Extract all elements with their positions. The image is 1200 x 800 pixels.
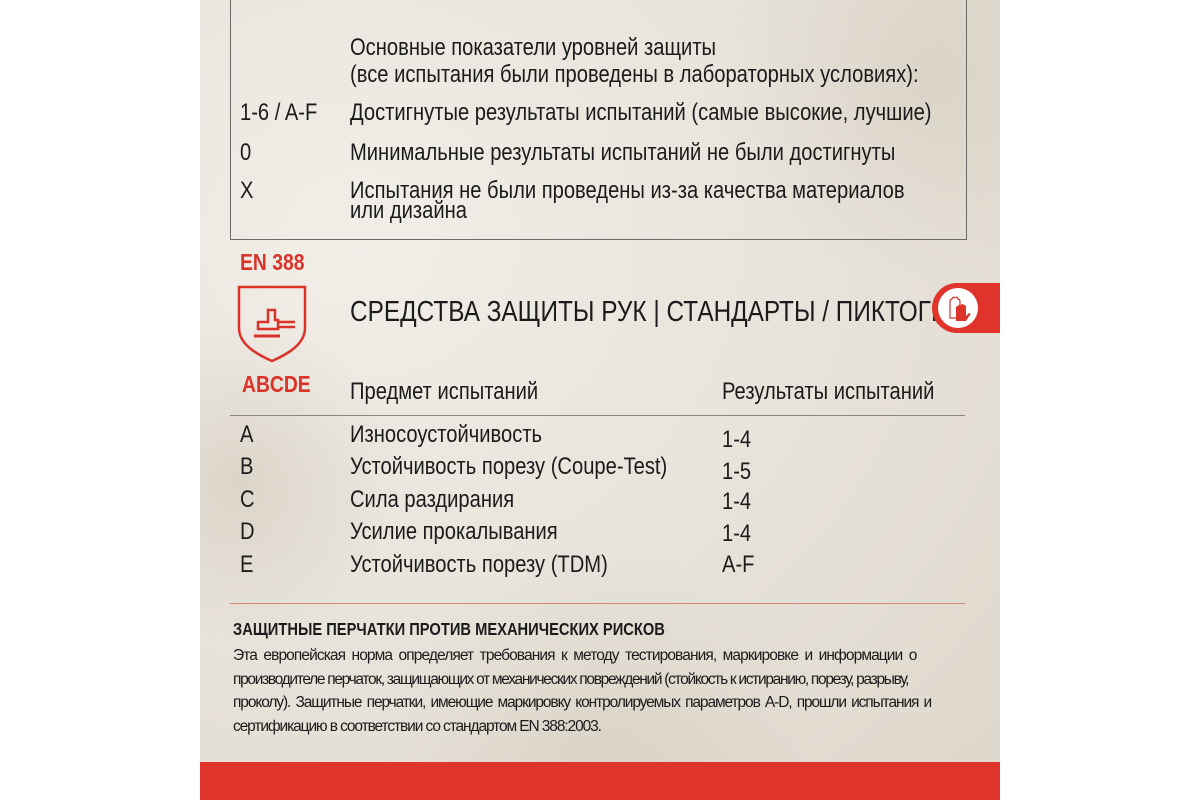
description-line: проколу). Защитные перчатки, имеющие мар… [233, 694, 932, 712]
legend-heading: Основные показатели уровней защиты [350, 34, 717, 61]
row-letter: A [240, 421, 254, 448]
row-letter: D [240, 518, 255, 545]
legend-code: X [240, 177, 254, 204]
row-letter: B [240, 453, 254, 480]
gloves-badge [932, 283, 1000, 333]
legend-text-cont: или дизайна [350, 197, 467, 224]
description-line: сертификацию в соответствии со стандарто… [233, 717, 602, 735]
legend-code: 0 [240, 139, 252, 166]
row-subject: Износоустойчивость [350, 421, 543, 448]
description-text: Эта европейская норма определяет требова… [233, 644, 968, 738]
table-header-result: Результаты испытаний [722, 378, 935, 405]
row-subject: Устойчивость порезу (Coupe-Test) [350, 453, 668, 480]
row-letter: C [240, 486, 255, 513]
description-line: производителе перчаток, защищающих от ме… [233, 670, 909, 688]
table-divider [230, 415, 965, 416]
table-header-subject: Предмет испытаний [350, 378, 539, 405]
description-line: Эта европейская норма определяет требова… [233, 647, 917, 664]
legend-box [230, 0, 967, 240]
row-result: 1-4 [722, 488, 752, 515]
row-result: 1-4 [722, 520, 752, 547]
row-letter: E [240, 551, 254, 578]
legend-text: Минимальные результаты испытаний не были… [350, 139, 896, 166]
row-subject: Усилие прокалывания [350, 518, 558, 545]
description-title: ЗАЩИТНЫЕ ПЕРЧАТКИ ПРОТИВ МЕХАНИЧЕСКИХ РИ… [233, 619, 665, 639]
legend-text: Достигнутые результаты испытаний (самые … [350, 99, 932, 126]
footer-bar [200, 762, 1000, 800]
row-result: 1-5 [722, 458, 752, 485]
standard-letters: ABCDE [242, 371, 311, 397]
gloves-icon [949, 296, 971, 321]
shield-hammer-icon [237, 285, 307, 363]
legend-text: Испытания не были проведены из-за качест… [350, 177, 905, 204]
row-subject: Устойчивость порезу (TDM) [350, 551, 608, 578]
legend-subheading: (все испытания были проведены в лаборато… [350, 61, 919, 88]
legend-code: 1-6 / A-F [240, 99, 318, 126]
section-divider [230, 603, 965, 604]
section-title: СРЕДСТВА ЗАЩИТЫ РУК | СТАНДАРТЫ / ПИКТОГ… [350, 296, 1000, 328]
standard-name: EN 388 [240, 249, 305, 275]
row-subject: Сила раздирания [350, 486, 515, 513]
row-result: A-F [722, 551, 755, 578]
row-result: 1-4 [722, 426, 752, 453]
info-panel: Основные показатели уровней защиты (все … [200, 0, 1000, 800]
